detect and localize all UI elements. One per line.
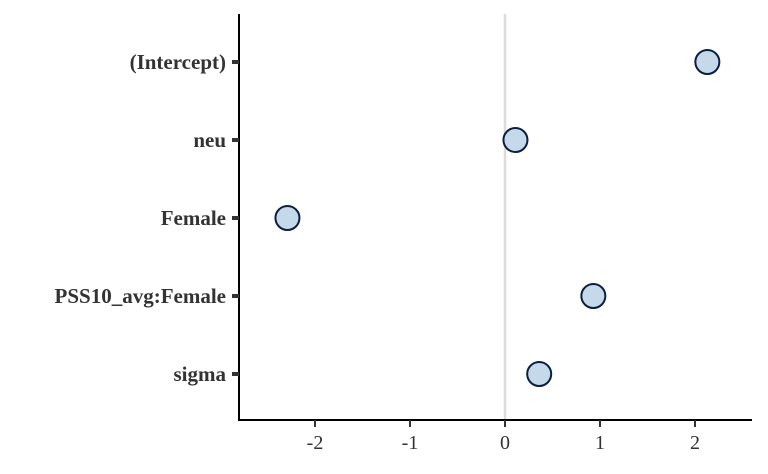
y-tick-label: sigma <box>174 362 227 386</box>
x-tick-label: 2 <box>690 432 700 454</box>
x-tick-label: 0 <box>500 432 510 454</box>
y-tick-label: (Intercept) <box>130 50 226 74</box>
y-tick-label: neu <box>193 128 226 152</box>
data-point <box>274 205 301 231</box>
x-tick-label: -1 <box>402 432 419 454</box>
data-point <box>580 283 607 309</box>
data-point <box>526 361 553 387</box>
x-tick-label: 1 <box>595 432 605 454</box>
y-tick-label: Female <box>161 206 226 230</box>
data-point <box>502 127 529 153</box>
y-axis-ticks: (Intercept) neu Female PSS10_avg:Femalesigm… <box>55 50 239 386</box>
data-points <box>274 49 721 387</box>
x-axis-ticks: -2 -1 0 1 2 <box>307 420 700 454</box>
data-point <box>694 49 721 75</box>
y-tick-label: PSS10_avg:Female <box>55 284 226 308</box>
x-tick-label: -2 <box>307 432 324 454</box>
